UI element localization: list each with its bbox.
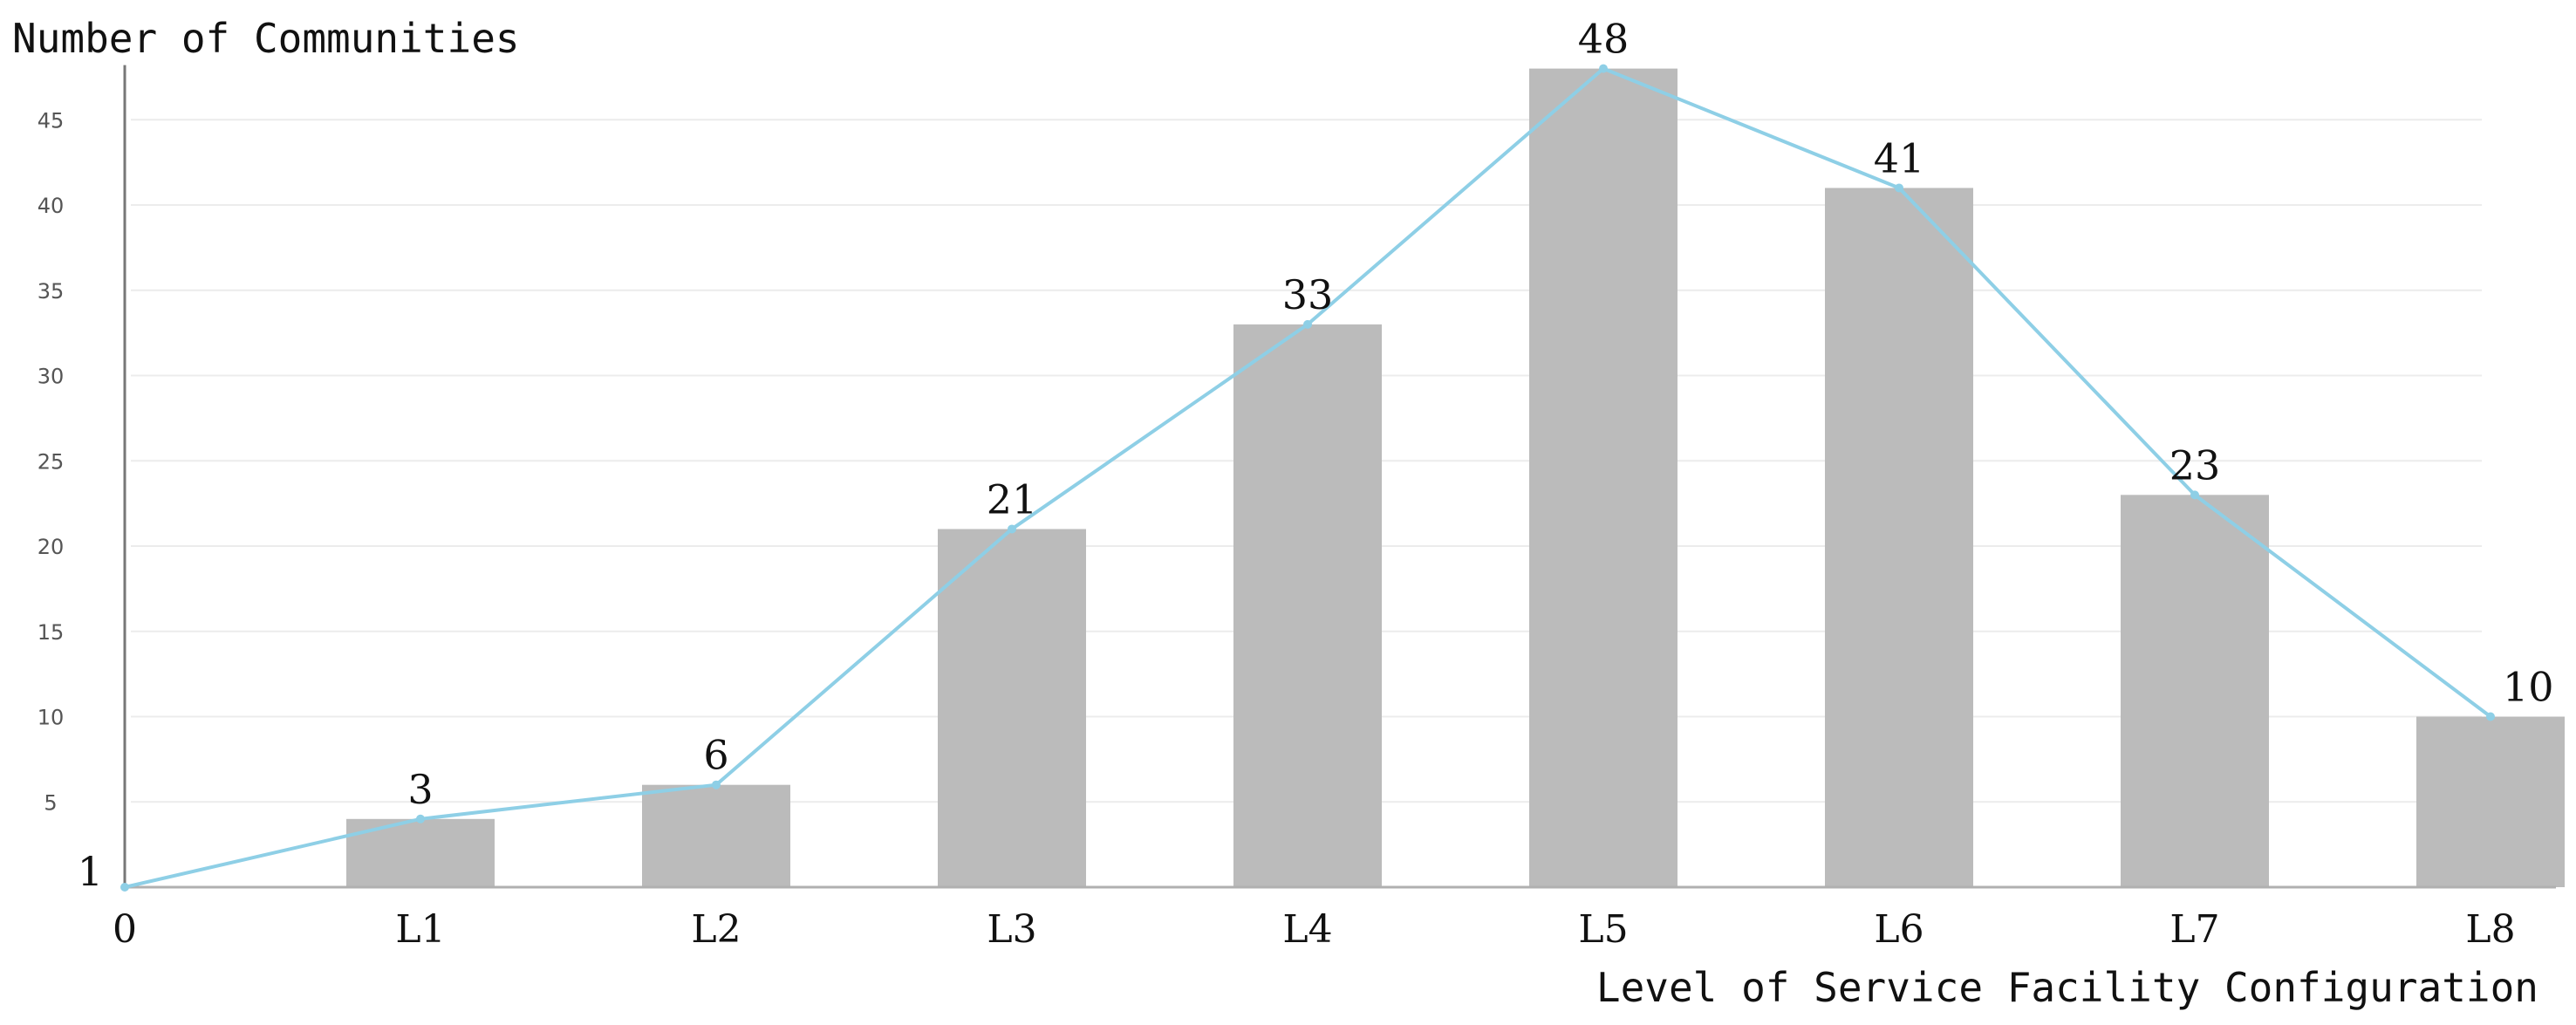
x-axis-title: Level of Service Facility Configuration <box>1596 964 2538 1011</box>
data-label-0: 1 <box>78 848 103 895</box>
bar-l4 <box>1233 324 1382 888</box>
trend-point-l2 <box>712 780 721 789</box>
x-tick-label-l4: L4 <box>1282 907 1332 952</box>
x-tick-label-l5: L5 <box>1578 907 1628 952</box>
bar-l8 <box>2416 716 2565 887</box>
bar-l5 <box>1529 68 1677 888</box>
y-tick-label: 45 <box>38 108 65 133</box>
data-label-l8: 10 <box>2503 664 2554 711</box>
bar-l6 <box>1825 188 1973 887</box>
trend-point-l3 <box>1008 524 1016 534</box>
y-tick-label: 40 <box>38 194 65 218</box>
trend-point-l4 <box>1303 319 1312 329</box>
x-tick-label-l2: L2 <box>691 907 741 952</box>
x-tick-label-l6: L6 <box>1874 907 1923 952</box>
bar-l7 <box>2121 495 2269 887</box>
y-tick-labels: 5 10 15 20 25 30 35 40 45 <box>38 108 65 815</box>
x-tick-label-l3: L3 <box>987 907 1036 952</box>
trend-point-0 <box>120 883 129 892</box>
y-tick-label: 10 <box>38 706 65 730</box>
data-label-l1: 3 <box>407 766 433 813</box>
y-tick-label: 25 <box>38 449 65 474</box>
y-tick-label: 20 <box>38 535 65 559</box>
x-tick-label-l1: L1 <box>395 907 445 952</box>
data-labels: 1 3 6 21 33 48 41 23 10 <box>78 16 2554 895</box>
trend-point-l7 <box>2190 490 2199 500</box>
x-tick-label-l8: L8 <box>2465 907 2515 952</box>
trend-point-l6 <box>1895 183 1903 193</box>
y-axis-title: Number of Communities <box>12 15 520 62</box>
y-tick-label: 30 <box>38 365 65 389</box>
data-label-l2: 6 <box>703 732 728 779</box>
trend-line <box>120 64 2495 892</box>
y-tick-label: 35 <box>38 279 65 304</box>
data-label-l6: 41 <box>1874 134 1925 181</box>
trend-point-l5 <box>1599 64 1608 73</box>
data-label-l3: 21 <box>987 475 1038 523</box>
x-tick-labels: 0 L1 L2 L3 L4 L5 L6 L7 L8 <box>113 907 2516 952</box>
bar-l2 <box>642 784 790 887</box>
bar-l3 <box>938 529 1086 887</box>
x-tick-label-0: 0 <box>113 907 137 952</box>
y-tick-label: 5 <box>44 790 57 815</box>
trend-point-l8 <box>2486 712 2495 721</box>
data-label-l5: 48 <box>1578 16 1630 63</box>
trend-point-l1 <box>416 814 425 823</box>
bars <box>346 68 2565 888</box>
x-tick-label-l7: L7 <box>2169 907 2219 952</box>
data-label-l7: 23 <box>2169 441 2221 489</box>
data-label-l4: 33 <box>1282 271 1334 318</box>
y-tick-label: 15 <box>38 620 65 645</box>
